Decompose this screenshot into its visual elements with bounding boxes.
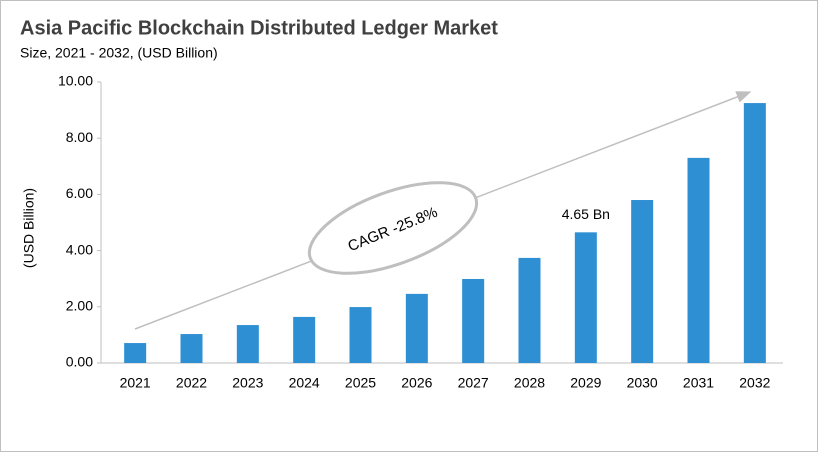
cagr-ellipse — [307, 181, 479, 275]
y-tick-label: 2.00 — [66, 298, 93, 314]
bar — [405, 293, 428, 363]
chart-subtitle: Size, 2021 - 2032, (USD Billion) — [20, 45, 218, 61]
x-tick-label: 2028 — [514, 375, 545, 391]
bar — [180, 334, 203, 363]
bar — [518, 257, 541, 363]
bar — [124, 343, 147, 363]
x-tick-label: 2029 — [570, 375, 601, 391]
x-tick-label: 2024 — [289, 375, 320, 391]
x-tick-label: 2026 — [401, 375, 432, 391]
y-tick-label: 8.00 — [66, 129, 93, 145]
x-tick-label: 2022 — [176, 375, 207, 391]
y-tick-label: 4.00 — [66, 241, 93, 257]
x-tick-label: 2023 — [232, 375, 263, 391]
bar — [743, 103, 766, 363]
x-tick-label: 2027 — [458, 375, 489, 391]
x-tick-label: 2021 — [120, 375, 151, 391]
x-tick-label: 2032 — [739, 375, 770, 391]
x-tick-label: 2031 — [683, 375, 714, 391]
y-tick-label: 0.00 — [66, 354, 93, 370]
bar — [236, 325, 259, 363]
y-tick-label: 6.00 — [66, 185, 93, 201]
chart-title: Asia Pacific Blockchain Distributed Ledg… — [20, 17, 498, 39]
bar — [687, 157, 710, 363]
y-axis-label: (USD Billion) — [21, 188, 37, 268]
bar — [293, 316, 316, 363]
bar — [631, 200, 654, 363]
x-tick-label: 2030 — [627, 375, 658, 391]
x-tick-label: 2025 — [345, 375, 376, 391]
bar — [574, 232, 597, 363]
y-tick-label: 10.00 — [58, 73, 93, 89]
bar — [349, 307, 372, 363]
bar — [462, 278, 485, 363]
value-label: 4.65 Bn — [562, 206, 610, 222]
